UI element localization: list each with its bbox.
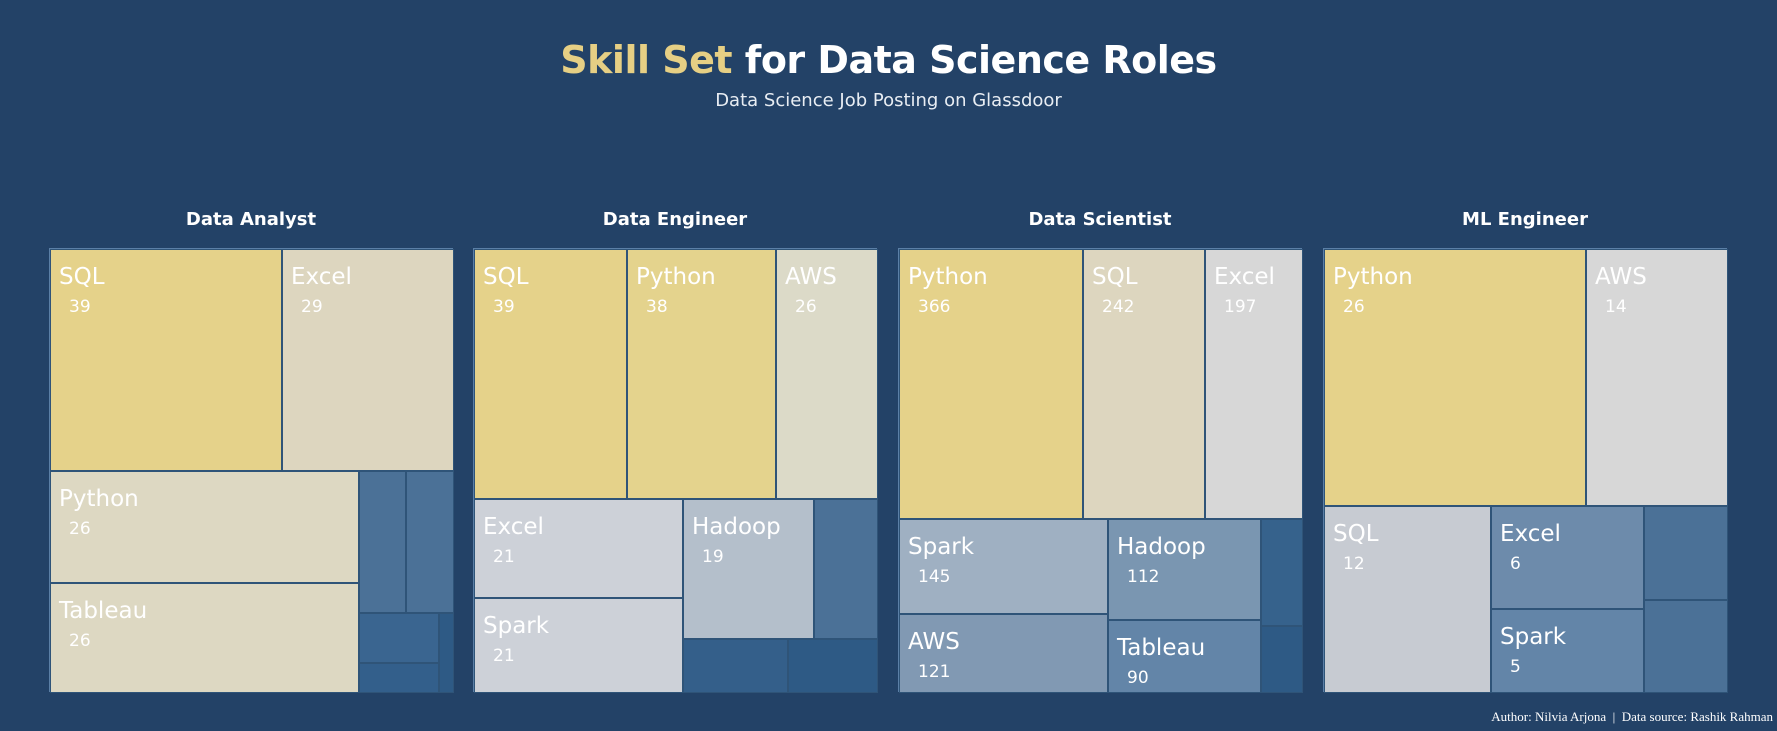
cell-label: Spark	[483, 613, 550, 639]
page-title: Skill Set for Data Science Roles	[0, 38, 1777, 82]
cell-label: AWS	[908, 629, 960, 655]
cell-value: 242	[1102, 297, 1135, 317]
cell-value: 14	[1605, 297, 1627, 317]
panel-title-data-scientist: Data Scientist	[1028, 209, 1172, 230]
cell-label: SQL	[1092, 264, 1138, 290]
cell-label: Spark	[908, 534, 975, 560]
treemap-cell-python: Python 38	[627, 249, 776, 499]
treemap-cell-sql: SQL 39	[50, 249, 282, 471]
treemap-cell-hadoop: Hadoop 112	[1108, 519, 1261, 620]
cell-value: 112	[1127, 567, 1160, 587]
treemap-ml-engineer: Python 26 AWS 14 SQL 12 Excel 6 Spark 5	[1323, 248, 1728, 693]
treemap-cell-unlabeled-8	[439, 613, 454, 693]
cell-value: 90	[1127, 668, 1149, 688]
footer-separator: |	[1612, 709, 1616, 724]
panel-title-ml-engineer: ML Engineer	[1462, 209, 1588, 230]
cell-value: 26	[69, 519, 91, 539]
cell-value: 39	[69, 297, 91, 317]
treemap-cell-tableau: Tableau 26	[50, 583, 359, 693]
cell-value: 121	[918, 662, 951, 682]
treemap-cell-unlabeled-4	[359, 471, 406, 613]
cell-value: 26	[1343, 297, 1365, 317]
cell-value: 26	[795, 297, 817, 317]
panel-title-data-analyst: Data Analyst	[185, 209, 317, 230]
cell-value: 366	[918, 297, 951, 317]
cell-value: 21	[493, 646, 515, 666]
footer-author: Author: Nilvia Arjona	[1491, 709, 1607, 724]
treemap-cell-python: Python 26	[50, 471, 359, 583]
treemap-data-engineer: SQL 39 Python 38 AWS 26 Excel 21 Spark 21 Hadoop 19	[473, 248, 878, 693]
treemap-data-scientist: Python 366 SQL 242 Excel 197 Spark 145 AWS 121 Had…	[898, 248, 1303, 693]
treemap-cell-spark: Spark 21	[474, 598, 683, 693]
cell-value: 19	[702, 547, 724, 567]
cell-label: SQL	[59, 264, 105, 290]
treemap-cell-excel: Excel 21	[474, 499, 683, 598]
treemap-cell-spark: Spark 145	[899, 519, 1108, 614]
cell-label: Hadoop	[692, 514, 781, 540]
title-rest: for Data Science Roles	[732, 38, 1217, 82]
cell-label: Python	[636, 264, 716, 290]
panel-title-data-engineer: Data Engineer	[602, 209, 748, 230]
treemap-cell-unlabeled-5	[406, 471, 454, 613]
treemap-data-analyst: SQL 39 Excel 29 Python 26 Tableau 26	[49, 248, 454, 693]
treemap-cell-unlabeled-8	[1261, 626, 1303, 693]
treemap-cell-unlabeled-7	[683, 639, 788, 693]
cell-value: 39	[493, 297, 515, 317]
cell-label: Python	[59, 486, 139, 512]
page-subtitle: Data Science Job Posting on Glassdoor	[715, 90, 1062, 111]
cell-label: Excel	[291, 264, 352, 290]
footer-credits: Author: Nilvia Arjona | Data source: Ras…	[1491, 709, 1773, 725]
treemap-cell-sql: SQL 12	[1324, 506, 1491, 693]
treemap-cell-sql: SQL 39	[474, 249, 627, 499]
treemap-cell-spark: Spark 5	[1491, 609, 1644, 693]
treemap-cell-unlabeled-5	[1644, 506, 1728, 600]
cell-value: 12	[1343, 554, 1365, 574]
treemap-cell-unlabeled-7	[1261, 519, 1303, 626]
cell-value: 21	[493, 547, 515, 567]
treemap-cell-unlabeled-6	[1644, 600, 1728, 693]
cell-label: AWS	[785, 264, 837, 290]
treemap-cell-aws: AWS 14	[1586, 249, 1728, 506]
cell-value: 26	[69, 631, 91, 651]
treemap-cell-python: Python 26	[1324, 249, 1586, 506]
cell-value: 197	[1224, 297, 1257, 317]
cell-value: 38	[646, 297, 668, 317]
cell-value: 145	[918, 567, 951, 587]
cell-label: Excel	[1214, 264, 1275, 290]
cell-label: SQL	[483, 264, 529, 290]
treemap-cell-python: Python 366	[899, 249, 1083, 519]
cell-label: Hadoop	[1117, 534, 1206, 560]
cell-label: Tableau	[59, 598, 148, 624]
cell-label: SQL	[1333, 521, 1379, 547]
treemap-cell-unlabeled-6	[359, 613, 439, 663]
treemap-cell-hadoop: Hadoop 19	[683, 499, 814, 639]
cell-label: Excel	[483, 514, 544, 540]
title-highlight: Skill Set	[560, 38, 733, 82]
cell-value: 29	[301, 297, 323, 317]
cell-label: Tableau	[1117, 635, 1206, 661]
treemap-cell-tableau: Tableau 90	[1108, 620, 1261, 693]
treemap-cell-unlabeled-6	[814, 499, 878, 639]
treemap-cell-unlabeled-8	[788, 639, 878, 693]
treemap-cell-aws: AWS 26	[776, 249, 878, 499]
treemap-cell-aws: AWS 121	[899, 614, 1108, 693]
treemap-cell-excel: Excel 29	[282, 249, 454, 471]
cell-label: Spark	[1500, 624, 1567, 650]
footer-source: Data source: Rashik Rahman	[1621, 709, 1773, 724]
cell-value: 6	[1510, 554, 1521, 574]
cell-label: Python	[908, 264, 988, 290]
treemap-cell-excel: Excel 197	[1205, 249, 1303, 519]
treemap-cell-sql: SQL 242	[1083, 249, 1205, 519]
treemap-cell-excel: Excel 6	[1491, 506, 1644, 609]
cell-label: AWS	[1595, 264, 1647, 290]
cell-label: Excel	[1500, 521, 1561, 547]
cell-value: 5	[1510, 657, 1521, 677]
cell-label: Python	[1333, 264, 1413, 290]
treemap-cell-unlabeled-7	[359, 663, 439, 693]
